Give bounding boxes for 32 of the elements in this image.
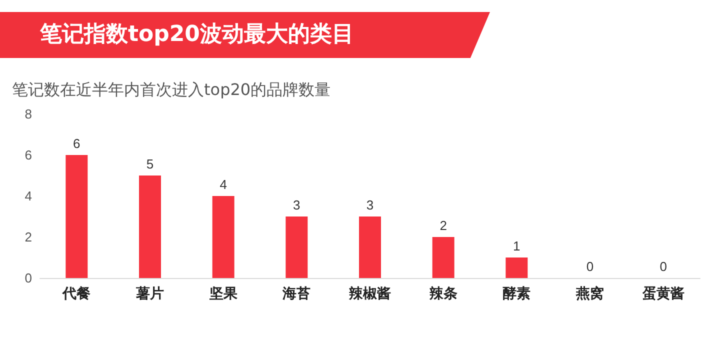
chart-title: 笔记指数top20波动最大的类目 [40, 21, 354, 49]
x-tick-label: 海苔 [282, 285, 311, 301]
data-label: 3 [366, 198, 374, 212]
x-tick-label: 酵素 [502, 285, 531, 301]
y-tick-label: 4 [24, 188, 32, 204]
y-tick-label: 8 [24, 106, 32, 122]
x-tick-label: 辣条 [428, 285, 458, 301]
data-label: 1 [513, 238, 520, 254]
bar [66, 155, 88, 278]
bar [139, 176, 161, 278]
bar [506, 258, 528, 278]
data-label: 4 [220, 177, 227, 192]
x-tick-label: 辣椒酱 [348, 285, 391, 301]
y-tick-label: 0 [24, 270, 32, 286]
y-tick-label: 6 [24, 148, 32, 162]
data-label: 2 [440, 218, 447, 233]
data-label: 6 [73, 136, 80, 151]
data-label: 0 [586, 259, 594, 274]
data-label: 3 [293, 198, 300, 212]
bar [432, 237, 454, 278]
chart-subtitle: 笔记数在近半年内首次进入top20的品牌数量 [12, 80, 331, 101]
bar [359, 216, 381, 278]
x-tick-label: 蛋黄酱 [641, 285, 684, 301]
x-tick-label: 代餐 [62, 285, 91, 301]
x-tick-label: 燕窝 [575, 285, 604, 301]
bar [212, 196, 234, 278]
data-label: 0 [660, 259, 667, 274]
data-label: 5 [146, 156, 154, 172]
x-tick-label: 坚果 [208, 285, 238, 301]
x-tick-label: 薯片 [135, 285, 164, 301]
y-tick-label: 2 [24, 230, 32, 244]
bar [286, 216, 308, 278]
